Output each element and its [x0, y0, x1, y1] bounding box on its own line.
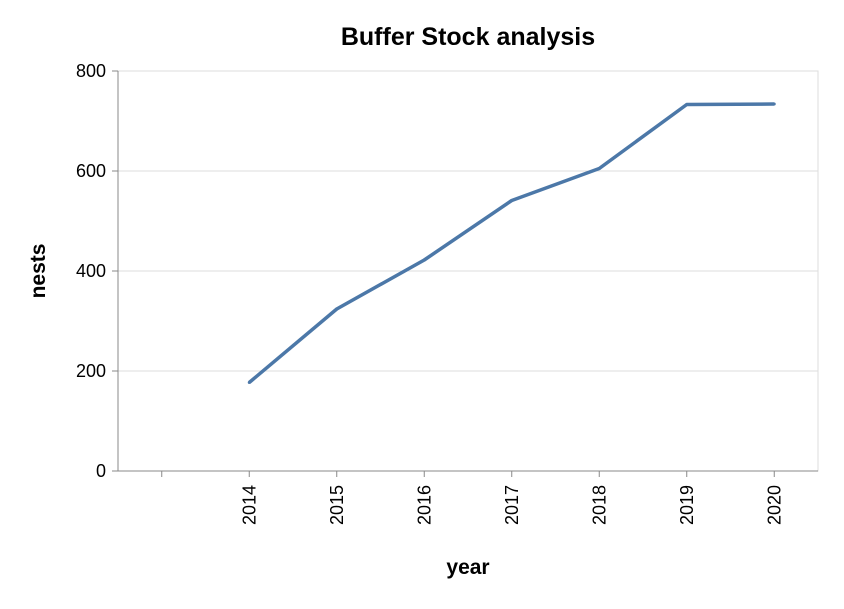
- gridlines: [118, 70, 818, 472]
- axes: 0 200 400 600 800 2014 2015 2016 2017 2018 2019 202…: [76, 61, 818, 525]
- chart-title: Buffer Stock analysis: [341, 23, 595, 51]
- y-tick-label: 600: [76, 161, 106, 181]
- data-point: [685, 103, 689, 106]
- x-tick-label: 2020: [764, 485, 784, 525]
- series-layer: [247, 102, 776, 384]
- y-tick-label: 200: [76, 361, 106, 381]
- y-tick-label: 0: [96, 461, 106, 481]
- series-line: [248, 102, 775, 384]
- x-tick-label: 2015: [327, 485, 347, 525]
- data-point: [772, 102, 776, 106]
- x-tick-label: 2018: [589, 485, 609, 525]
- x-tick-label: 2019: [677, 485, 697, 525]
- x-tick-label: 2014: [239, 485, 259, 525]
- y-axis-title: nests: [27, 244, 50, 299]
- x-tick-label: 2016: [414, 485, 434, 525]
- x-axis-title: year: [446, 556, 489, 579]
- data-point: [247, 381, 251, 384]
- data-point: [597, 167, 601, 170]
- data-point: [335, 307, 339, 311]
- data-point: [510, 199, 514, 202]
- x-tick-label: 2017: [502, 485, 522, 525]
- y-tick-label: 400: [76, 261, 106, 281]
- y-tick-label: 800: [76, 61, 106, 81]
- data-point: [422, 258, 426, 262]
